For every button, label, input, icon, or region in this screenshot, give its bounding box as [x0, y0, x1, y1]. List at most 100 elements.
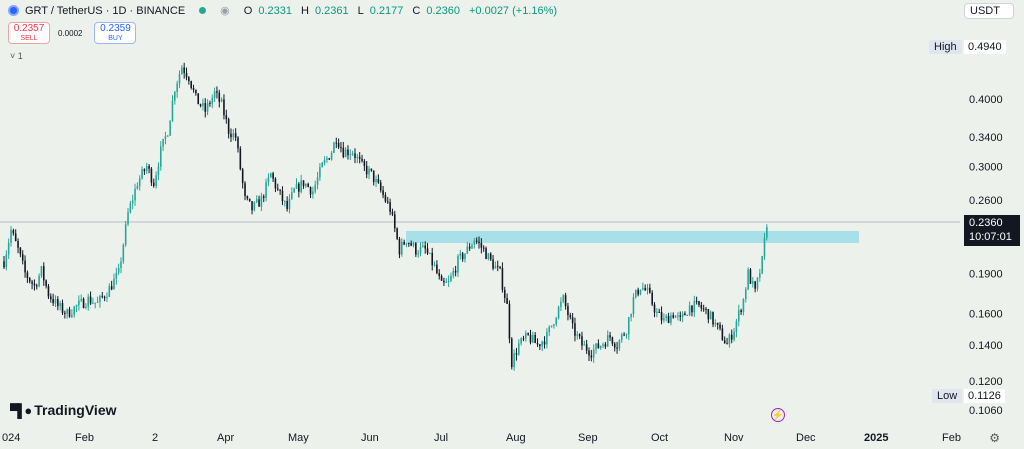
candle-body	[358, 156, 361, 159]
candle-body	[227, 119, 230, 134]
candle-body	[574, 323, 576, 336]
candle-body	[185, 72, 188, 78]
buy-button[interactable]: 0.2359 BUY	[94, 22, 137, 44]
candle-body	[47, 286, 50, 297]
candle-body	[569, 315, 572, 318]
candle-body	[291, 192, 293, 199]
candle-body	[445, 282, 448, 284]
candle-body	[693, 300, 696, 313]
close-label: C	[412, 4, 421, 17]
candle-body	[616, 347, 618, 349]
candle-body	[272, 173, 274, 179]
candle-body	[302, 180, 305, 187]
candle-body	[71, 314, 73, 317]
tradingview-logo[interactable]: ▀▌● TradingView	[10, 402, 117, 418]
sell-button[interactable]: 0.2357 SELL	[8, 22, 50, 44]
candle-body	[735, 321, 738, 332]
candle-body	[518, 343, 520, 355]
time-tick-label: Apr	[217, 432, 234, 444]
candle-body	[553, 324, 555, 326]
candle-body	[155, 175, 157, 187]
candle-body	[604, 344, 607, 347]
candle-body	[234, 133, 237, 138]
price-tick-label: 0.1060	[969, 405, 1003, 417]
candle-body	[737, 310, 740, 322]
currency-select[interactable]: USDT	[964, 3, 1014, 19]
candle-body	[106, 296, 108, 298]
candle-body	[115, 272, 118, 279]
candle-body	[169, 120, 171, 136]
candle-body	[391, 211, 394, 215]
candle-body	[241, 169, 244, 184]
eye-icon[interactable]: ◉	[220, 5, 230, 17]
candle-body	[372, 170, 375, 183]
candle-body	[534, 335, 536, 344]
candle-body	[33, 283, 36, 286]
candle-body	[188, 77, 190, 82]
price-axis[interactable]: 0.4000 0.3400 0.3000 0.2600 0.1900 0.1600 0.14…	[969, 94, 1003, 417]
candle-body	[763, 237, 766, 257]
candle-body	[337, 142, 340, 148]
bar-countdown: 10:07:01	[969, 231, 1012, 243]
high-value: 0.2361	[314, 4, 349, 17]
candle-body	[698, 301, 700, 305]
candle-body	[54, 299, 57, 304]
candle-body	[405, 243, 408, 245]
candle-body	[164, 136, 167, 139]
candle-body	[202, 103, 204, 107]
time-tick-label: May	[288, 432, 309, 444]
price-tick-label: 0.3400	[969, 132, 1003, 144]
candle-body	[740, 310, 742, 313]
time-tick-label: Jun	[361, 432, 379, 444]
candle-body	[89, 296, 92, 304]
candle-body	[686, 314, 689, 316]
candle-body	[174, 91, 176, 101]
candle-body	[78, 300, 80, 306]
candle-body	[239, 148, 242, 170]
indicators-toggle[interactable]: ˅ 1	[10, 51, 23, 61]
candle-body	[450, 275, 452, 282]
candle-body	[68, 309, 71, 317]
candle-body	[422, 245, 424, 247]
time-axis[interactable]: 024 Feb 2 Apr May Jun Jul Aug Sep Oct Nov Dec 2025 Fe…	[2, 432, 961, 444]
grt-coin-icon	[8, 5, 19, 16]
candle-body	[143, 169, 146, 172]
candle-body	[305, 183, 307, 187]
candle-body	[351, 153, 354, 155]
candle-body	[375, 179, 377, 183]
symbol-name[interactable]: GRT / TetherUS · 1D · BINANCE	[25, 4, 186, 17]
open-value: 0.2331	[258, 4, 292, 17]
candle-body	[73, 306, 75, 315]
candle-body	[709, 311, 712, 320]
candle-body	[314, 184, 317, 192]
time-tick-label: Feb	[75, 432, 94, 444]
last-price-value: 0.2360	[969, 217, 1003, 229]
candle-body	[761, 256, 763, 274]
gear-icon[interactable]: ⚙	[989, 431, 1000, 445]
candle-body	[99, 295, 101, 302]
candle-body	[506, 297, 508, 304]
candle-body	[550, 325, 553, 327]
candle-body	[340, 147, 342, 149]
candle-body	[300, 180, 302, 192]
candle-body	[138, 178, 141, 187]
time-tick-label: Sep	[578, 432, 598, 444]
candle-body	[658, 311, 660, 313]
time-tick-label: 2025	[864, 432, 888, 444]
candle-body	[539, 344, 541, 347]
candle-body	[487, 253, 490, 260]
time-tick-label: Oct	[651, 432, 668, 444]
candle-body	[59, 303, 61, 307]
candle-body	[211, 97, 214, 104]
candle-body	[592, 349, 595, 358]
candle-body	[454, 270, 457, 273]
time-tick-label: Aug	[506, 432, 526, 444]
open-label: O	[243, 4, 253, 17]
candle-body	[28, 278, 31, 282]
lightning-icon[interactable]: ⚡	[771, 408, 785, 422]
high-marker-value: 0.4940	[964, 40, 1006, 54]
candle-body	[674, 315, 677, 318]
resistance-zone[interactable]	[406, 231, 859, 243]
candle-body	[157, 166, 160, 176]
